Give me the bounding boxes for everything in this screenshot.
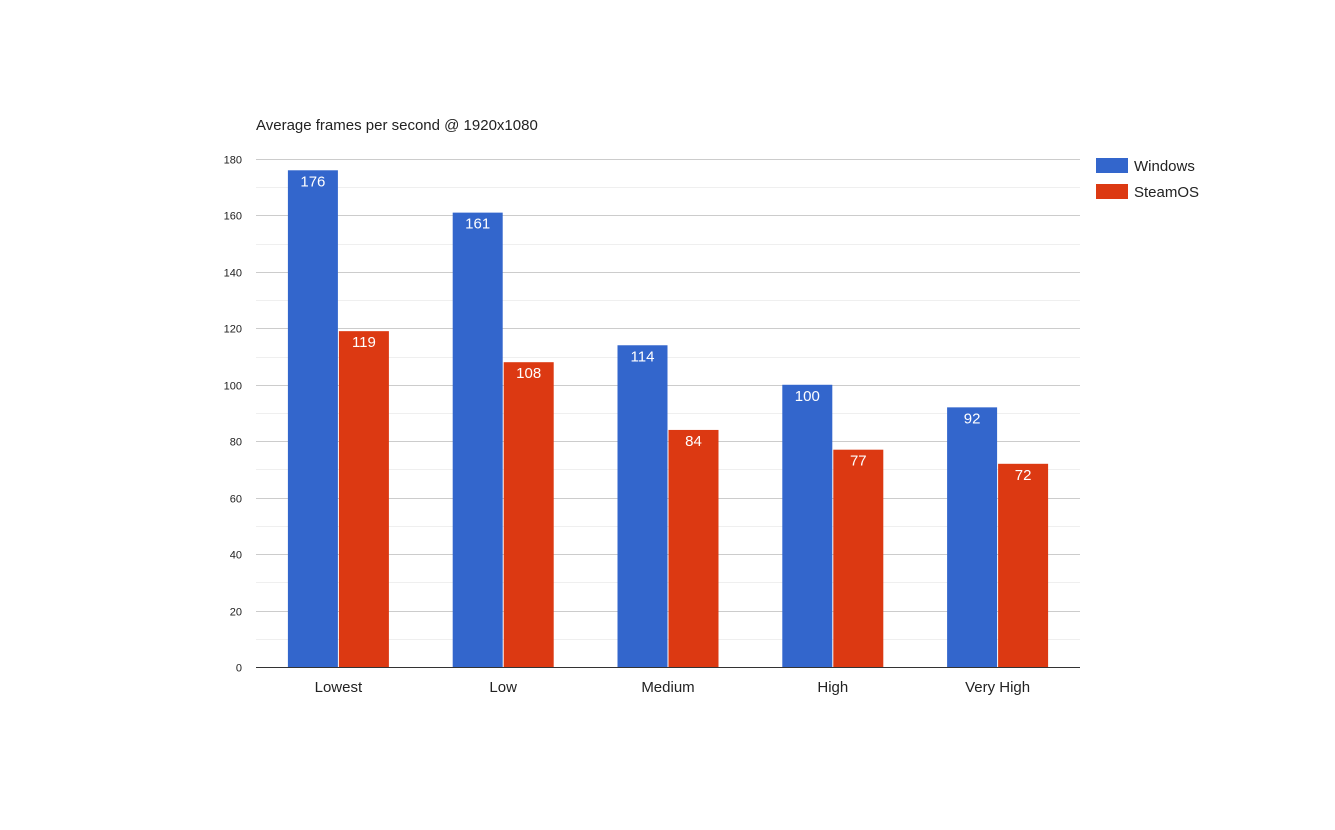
y-tick-label: 180	[224, 155, 242, 167]
x-tick-label: High	[817, 679, 848, 696]
y-tick-label: 140	[224, 268, 242, 280]
bar-windows	[782, 384, 833, 667]
bar-steamos	[998, 463, 1049, 667]
y-tick-label: 120	[224, 324, 242, 336]
chart-title: Average frames per second @ 1920x1080	[256, 117, 538, 134]
legend-label: Windows	[1134, 158, 1195, 175]
bar-steamos	[338, 331, 389, 667]
bar-steamos	[668, 429, 719, 667]
bar-value-label: 72	[1015, 467, 1032, 484]
y-tick-label: 40	[230, 550, 242, 562]
bar-windows	[947, 407, 998, 667]
bar-value-label: 100	[795, 388, 820, 405]
bar-value-label: 176	[300, 173, 325, 190]
x-tick-label: Lowest	[315, 679, 363, 696]
bar-windows	[287, 170, 338, 668]
legend-swatch-steamos	[1096, 184, 1128, 199]
y-tick-label: 80	[230, 437, 242, 449]
legend: Windows SteamOS	[1096, 158, 1199, 201]
x-tick-label: Medium	[641, 679, 694, 696]
bar-value-label: 77	[850, 453, 867, 470]
bar-value-label: 114	[631, 348, 655, 365]
bar-windows	[617, 345, 668, 667]
y-tick-label: 20	[230, 607, 242, 619]
bar-value-label: 119	[352, 334, 376, 351]
y-tick-label: 60	[230, 494, 242, 506]
bar-value-label: 84	[685, 433, 702, 450]
bar-windows	[452, 212, 503, 667]
x-tick-label: Very High	[965, 679, 1030, 696]
bar-value-label: 161	[465, 216, 490, 233]
bar-value-label: 108	[516, 365, 541, 382]
legend-swatch-windows	[1096, 158, 1128, 173]
bar-steamos	[833, 449, 884, 667]
gridlines	[256, 159, 1080, 640]
legend-label: SteamOS	[1134, 184, 1199, 201]
y-tick-label: 160	[224, 211, 242, 223]
bars	[287, 170, 1049, 668]
y-tick-label: 100	[224, 381, 242, 393]
x-tick-label: Low	[489, 679, 517, 696]
data-labels: 176 119 161 108 114 84 100 77 92 72	[300, 173, 1031, 484]
y-tick-label: 0	[236, 663, 242, 675]
bar-value-label: 92	[964, 410, 981, 427]
axes: 0 20 40 60 80 100 120 140 160 180 Lowest Low Medium H…	[224, 155, 1080, 696]
bar-steamos	[503, 362, 554, 667]
